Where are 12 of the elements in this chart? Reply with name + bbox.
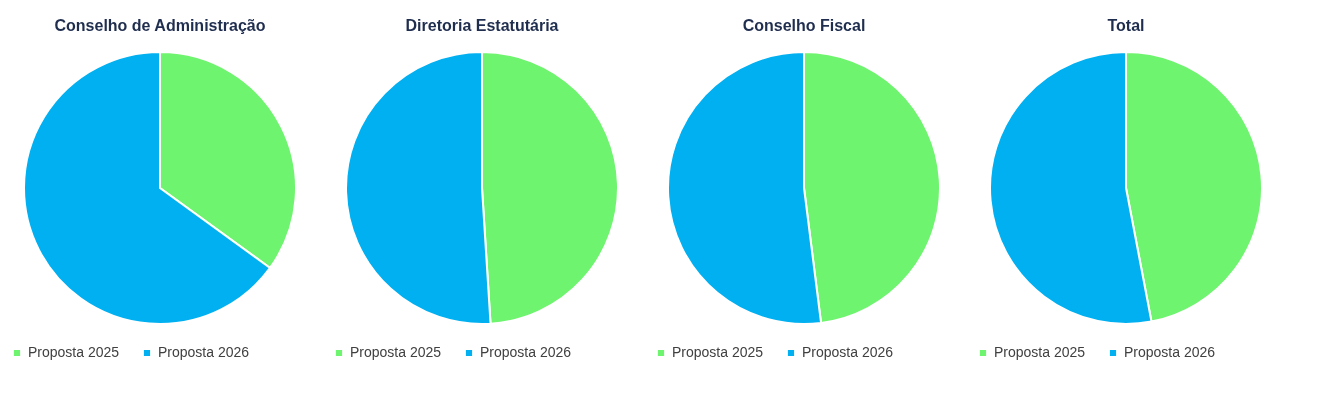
legend-label: Proposta 2025 — [28, 344, 120, 360]
legend-label: Proposta 2025 — [672, 344, 764, 360]
legend-label: Proposta 2026 — [802, 344, 894, 360]
chart-title: Conselho de Administração — [54, 17, 266, 34]
chart-title: Conselho Fiscal — [742, 17, 866, 34]
legend-label: Proposta 2025 — [994, 344, 1086, 360]
chart-title: Diretoria Estatutária — [405, 17, 559, 34]
legend-label: Proposta 2026 — [1124, 344, 1216, 360]
legend-label: Proposta 2026 — [480, 344, 572, 360]
chart-title: Total — [1107, 17, 1145, 34]
legend-label: Proposta 2025 — [350, 344, 442, 360]
legend-label: Proposta 2026 — [158, 344, 250, 360]
